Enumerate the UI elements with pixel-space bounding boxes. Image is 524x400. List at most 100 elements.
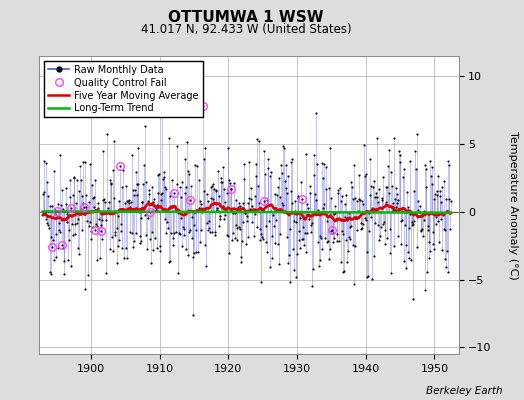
Y-axis label: Temperature Anomaly (°C): Temperature Anomaly (°C) bbox=[508, 131, 518, 279]
Point bbox=[405, 254, 413, 261]
Point bbox=[370, 194, 379, 200]
Point bbox=[432, 221, 440, 228]
Point bbox=[183, 168, 192, 174]
Point bbox=[441, 227, 449, 234]
Point bbox=[78, 193, 86, 200]
Point bbox=[82, 192, 90, 198]
Point bbox=[133, 180, 141, 187]
Point bbox=[176, 184, 184, 190]
Point bbox=[118, 245, 126, 251]
Point bbox=[198, 103, 206, 109]
Point bbox=[440, 226, 448, 232]
Point bbox=[392, 190, 401, 197]
Point bbox=[431, 214, 440, 220]
Point bbox=[422, 183, 430, 190]
Point bbox=[355, 196, 364, 202]
Point bbox=[57, 202, 66, 209]
Point bbox=[46, 268, 54, 275]
Point bbox=[233, 225, 241, 232]
Point bbox=[437, 199, 445, 206]
Point bbox=[159, 176, 167, 182]
Point bbox=[40, 188, 48, 195]
Point bbox=[271, 217, 280, 223]
Point bbox=[101, 199, 109, 205]
Point bbox=[50, 168, 58, 174]
Point bbox=[166, 258, 174, 264]
Point bbox=[275, 261, 283, 268]
Point bbox=[408, 219, 416, 225]
Point bbox=[145, 191, 154, 197]
Point bbox=[96, 228, 105, 234]
Point bbox=[292, 219, 301, 226]
Point bbox=[286, 226, 294, 232]
Point bbox=[49, 237, 57, 243]
Point bbox=[252, 172, 260, 179]
Point bbox=[220, 216, 228, 222]
Point bbox=[406, 158, 414, 164]
Point bbox=[222, 206, 230, 212]
Point bbox=[418, 212, 426, 218]
Point bbox=[431, 190, 439, 197]
Point bbox=[44, 221, 52, 228]
Point bbox=[58, 186, 67, 193]
Point bbox=[216, 175, 225, 181]
Point bbox=[381, 199, 390, 205]
Point bbox=[441, 256, 450, 262]
Point bbox=[399, 258, 408, 264]
Point bbox=[172, 229, 180, 235]
Point bbox=[362, 171, 370, 178]
Point bbox=[393, 199, 401, 206]
Point bbox=[116, 163, 124, 169]
Point bbox=[180, 231, 189, 238]
Point bbox=[45, 225, 53, 231]
Point bbox=[424, 222, 432, 229]
Point bbox=[189, 312, 197, 318]
Point bbox=[219, 202, 227, 209]
Point bbox=[415, 209, 423, 216]
Point bbox=[347, 223, 356, 230]
Point bbox=[345, 210, 353, 216]
Point bbox=[275, 174, 283, 181]
Point bbox=[134, 145, 143, 152]
Point bbox=[257, 279, 266, 285]
Point bbox=[311, 190, 320, 197]
Point bbox=[82, 204, 91, 210]
Point bbox=[231, 235, 239, 241]
Point bbox=[74, 244, 82, 251]
Point bbox=[312, 196, 320, 203]
Point bbox=[104, 205, 112, 212]
Point bbox=[314, 263, 323, 270]
Point bbox=[97, 236, 106, 242]
Point bbox=[357, 224, 366, 231]
Point bbox=[378, 195, 386, 202]
Point bbox=[358, 198, 366, 204]
Point bbox=[363, 248, 372, 255]
Point bbox=[237, 259, 246, 265]
Point bbox=[381, 226, 389, 233]
Point bbox=[301, 249, 310, 256]
Point bbox=[278, 170, 286, 176]
Point bbox=[346, 224, 354, 230]
Point bbox=[117, 221, 125, 228]
Point bbox=[373, 134, 381, 141]
Point bbox=[204, 217, 213, 224]
Point bbox=[147, 229, 156, 235]
Point bbox=[183, 138, 191, 145]
Point bbox=[335, 209, 344, 215]
Point bbox=[366, 156, 374, 162]
Point bbox=[382, 183, 390, 190]
Point bbox=[160, 184, 169, 190]
Point bbox=[179, 226, 188, 232]
Point bbox=[341, 201, 350, 208]
Point bbox=[267, 169, 276, 176]
Point bbox=[391, 196, 399, 202]
Point bbox=[215, 193, 223, 199]
Point bbox=[335, 237, 343, 244]
Point bbox=[139, 205, 148, 211]
Point bbox=[336, 259, 345, 265]
Point bbox=[244, 234, 253, 240]
Point bbox=[313, 207, 322, 213]
Point bbox=[323, 218, 332, 225]
Point bbox=[189, 254, 198, 260]
Point bbox=[422, 166, 431, 172]
